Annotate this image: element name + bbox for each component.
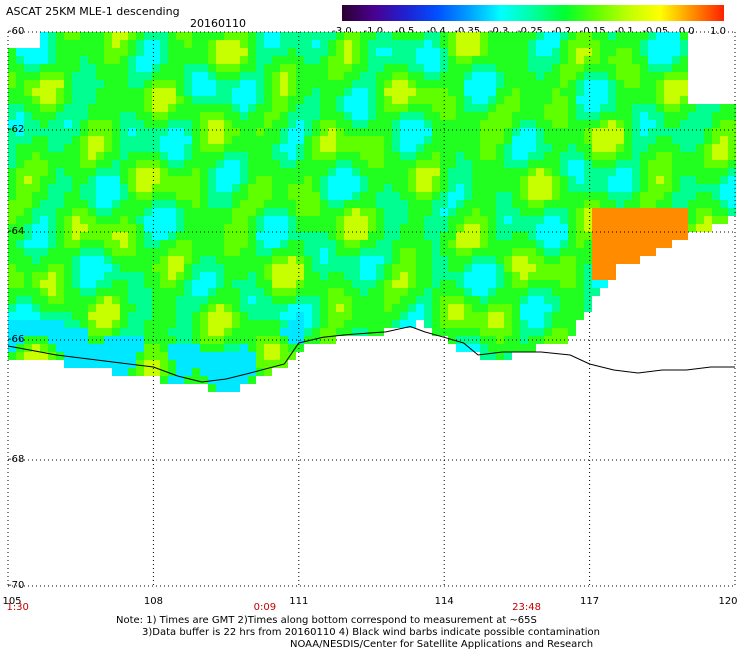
note-line-3: NOAA/NESDIS/Center for Satellite Applica… — [290, 639, 594, 650]
note-line-2: 3)Data buffer is 22 hrs from 20160110 4)… — [142, 627, 600, 638]
coastline — [7, 325, 735, 383]
time-label: 0:09 — [253, 602, 277, 613]
longitude-label: 105 — [2, 596, 22, 607]
latitude-label: -70 — [8, 580, 25, 591]
colorbar-label: -0.05 — [642, 26, 669, 37]
latitude-label: -68 — [8, 454, 25, 465]
map-title: ASCAT 25KM MLE-1 descending — [6, 5, 180, 18]
longitude-label: 117 — [580, 596, 600, 607]
latitude-label: -64 — [8, 226, 25, 237]
longitude-label: 108 — [143, 596, 163, 607]
longitude-label: 114 — [434, 596, 454, 607]
colorbar-label: -0.2 — [551, 26, 572, 37]
colorbar-label: -0.25 — [517, 26, 543, 37]
colorbar-label: -0.3 — [488, 26, 509, 37]
time-label: 23:48 — [512, 602, 541, 613]
data-field — [8, 32, 736, 392]
colorbar-label: 1.0 — [710, 26, 726, 37]
longitude-label: 111 — [289, 596, 309, 607]
colorbar-label: -3.0 — [332, 26, 352, 37]
latitude-label: -60 — [8, 26, 25, 37]
longitude-label: 120 — [718, 596, 738, 607]
note-line-1: Note: 1) Times are GMT 2)Times along bot… — [116, 615, 537, 626]
colorbar-label: -0.35 — [454, 26, 481, 37]
colorbar — [342, 5, 724, 21]
latitude-label: -62 — [8, 124, 25, 135]
map-date: 20160110 — [190, 17, 246, 30]
latitude-label: -66 — [8, 334, 25, 345]
colorbar-gradient — [342, 5, 724, 21]
time-label: 1:30 — [6, 602, 29, 613]
colorbar-label: -1.0 — [363, 26, 384, 37]
colorbar-label: 0.0 — [678, 26, 695, 37]
grid-lines — [7, 31, 736, 587]
